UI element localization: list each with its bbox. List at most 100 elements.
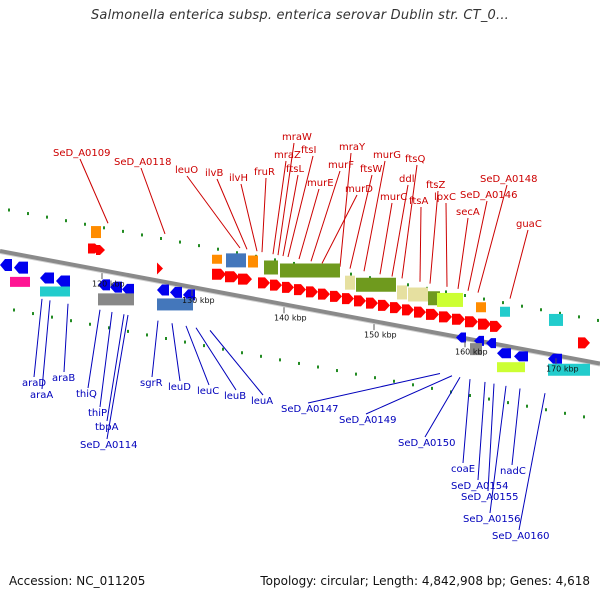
gene-label-ftsI: ftsI <box>301 145 316 156</box>
forward-gene-arrow <box>490 320 502 332</box>
leader-line <box>282 174 299 257</box>
leader-line <box>195 327 237 391</box>
grid-dot <box>597 318 599 322</box>
gene-label-SeD_A0146: SeD_A0146 <box>460 190 518 201</box>
forward-gene-arrow <box>390 302 402 314</box>
reverse-gene-arrow <box>486 338 496 349</box>
gene-label-SeD_A0114: SeD_A0114 <box>80 440 138 451</box>
forward-gene-arrow <box>402 304 414 316</box>
reverse-gene-arrow <box>40 272 54 284</box>
leader-line <box>467 200 488 291</box>
leader-line <box>509 229 529 299</box>
forward-gene-arrow <box>225 271 239 283</box>
leader-line <box>511 388 521 466</box>
grid-dot <box>293 261 295 265</box>
grid-dot <box>27 212 29 216</box>
leader-line <box>457 217 469 289</box>
gene-label-leuO: leuO <box>175 165 198 176</box>
grid-dot <box>507 401 509 405</box>
leader-line <box>185 325 210 386</box>
reverse-gene-arrow <box>110 281 122 293</box>
forward-gene-arrow <box>452 313 465 325</box>
gene-label-ftsQ: ftsQ <box>405 154 425 165</box>
gene-label-SeD_A0150: SeD_A0150 <box>398 438 456 449</box>
tick-labels: 120 kbp 130 kbp 140 kbp 150 kbp 160 kbp 170 k… <box>92 273 579 373</box>
leader-line <box>151 320 159 378</box>
orange-feature <box>91 226 101 239</box>
grid-dot <box>483 297 485 301</box>
grid-dot <box>559 311 561 315</box>
gene-label-SeD_A0149: SeD_A0149 <box>339 415 397 426</box>
grid-dot <box>108 326 110 330</box>
leader-line <box>79 158 109 224</box>
gene-label-thiP: thiP <box>88 408 107 419</box>
reverse-gene-arrow <box>98 279 110 291</box>
forward-gene-arrow <box>439 311 452 323</box>
grid-dot <box>431 386 433 390</box>
grid-dot <box>298 361 300 365</box>
grid-dot <box>160 237 162 240</box>
leader-line <box>186 175 241 249</box>
leader-line <box>106 314 129 440</box>
grid-dot <box>241 351 243 355</box>
gene-label-ddl: ddl <box>399 174 414 185</box>
grid-dot <box>89 322 91 326</box>
gene-label-ftsW: ftsW <box>360 164 382 175</box>
grid-dot <box>203 344 205 348</box>
forward-gene-arrow <box>366 297 378 309</box>
leader-line <box>424 376 461 438</box>
forward-gene-arrow <box>270 279 282 291</box>
tick-label: 140 kbp <box>274 313 307 322</box>
leader-line <box>310 170 341 262</box>
backbone-line <box>0 249 600 366</box>
leader-line <box>240 183 258 252</box>
leader-line <box>518 393 546 531</box>
gene-label-SeD_A0154: SeD_A0154 <box>451 481 509 492</box>
reverse-gene-arrow <box>456 332 466 343</box>
grid-dot <box>65 219 67 223</box>
gene-label-ilvB: ilvB <box>205 168 223 179</box>
leader-line <box>379 202 393 275</box>
reverse-gene-arrow <box>514 351 528 362</box>
grid-dot <box>540 308 542 312</box>
grid-dot <box>236 251 238 255</box>
gene-label-araD: araD <box>22 378 46 389</box>
operon-block <box>264 260 278 275</box>
reverse-gene-arrow <box>56 275 70 287</box>
grid-dot <box>488 397 490 401</box>
leader-line <box>261 177 267 253</box>
tick-label: 170 kbp <box>546 364 579 373</box>
grey-feature <box>98 293 134 306</box>
leader-line <box>489 385 507 514</box>
grid-dot <box>122 229 124 233</box>
gene-label-ilvH: ilvH <box>229 173 248 184</box>
grid-dot <box>336 369 338 373</box>
gene-label-araA: araA <box>30 390 53 401</box>
forward-gene-arrow <box>578 337 590 349</box>
forward-gene-arrow <box>306 286 318 298</box>
cyan-feature <box>548 363 590 376</box>
steel-feature <box>157 298 193 311</box>
gene-label-murD: murD <box>345 184 373 195</box>
reverse-gene-arrow <box>548 353 562 364</box>
leader-line <box>171 323 181 382</box>
operon-block <box>345 275 355 290</box>
magenta-feature <box>10 276 30 287</box>
grid-dot <box>583 415 585 419</box>
grid-dot <box>222 347 224 351</box>
forward-gene-arrow <box>282 281 294 293</box>
grid-dot <box>84 222 86 226</box>
label-leader-lines <box>33 142 546 531</box>
gene-label-secA: secA <box>456 207 480 218</box>
accession-text: Accession: NC_011205 <box>9 574 146 588</box>
grid-dot <box>13 308 15 312</box>
gene-label-murG: murG <box>373 150 401 161</box>
gene-label-mraZ: mraZ <box>274 150 301 161</box>
grid-dot <box>32 312 34 316</box>
grid-dot <box>350 272 352 276</box>
operon-block <box>280 263 340 278</box>
gene-features <box>0 226 590 376</box>
grid-dot <box>564 411 566 415</box>
